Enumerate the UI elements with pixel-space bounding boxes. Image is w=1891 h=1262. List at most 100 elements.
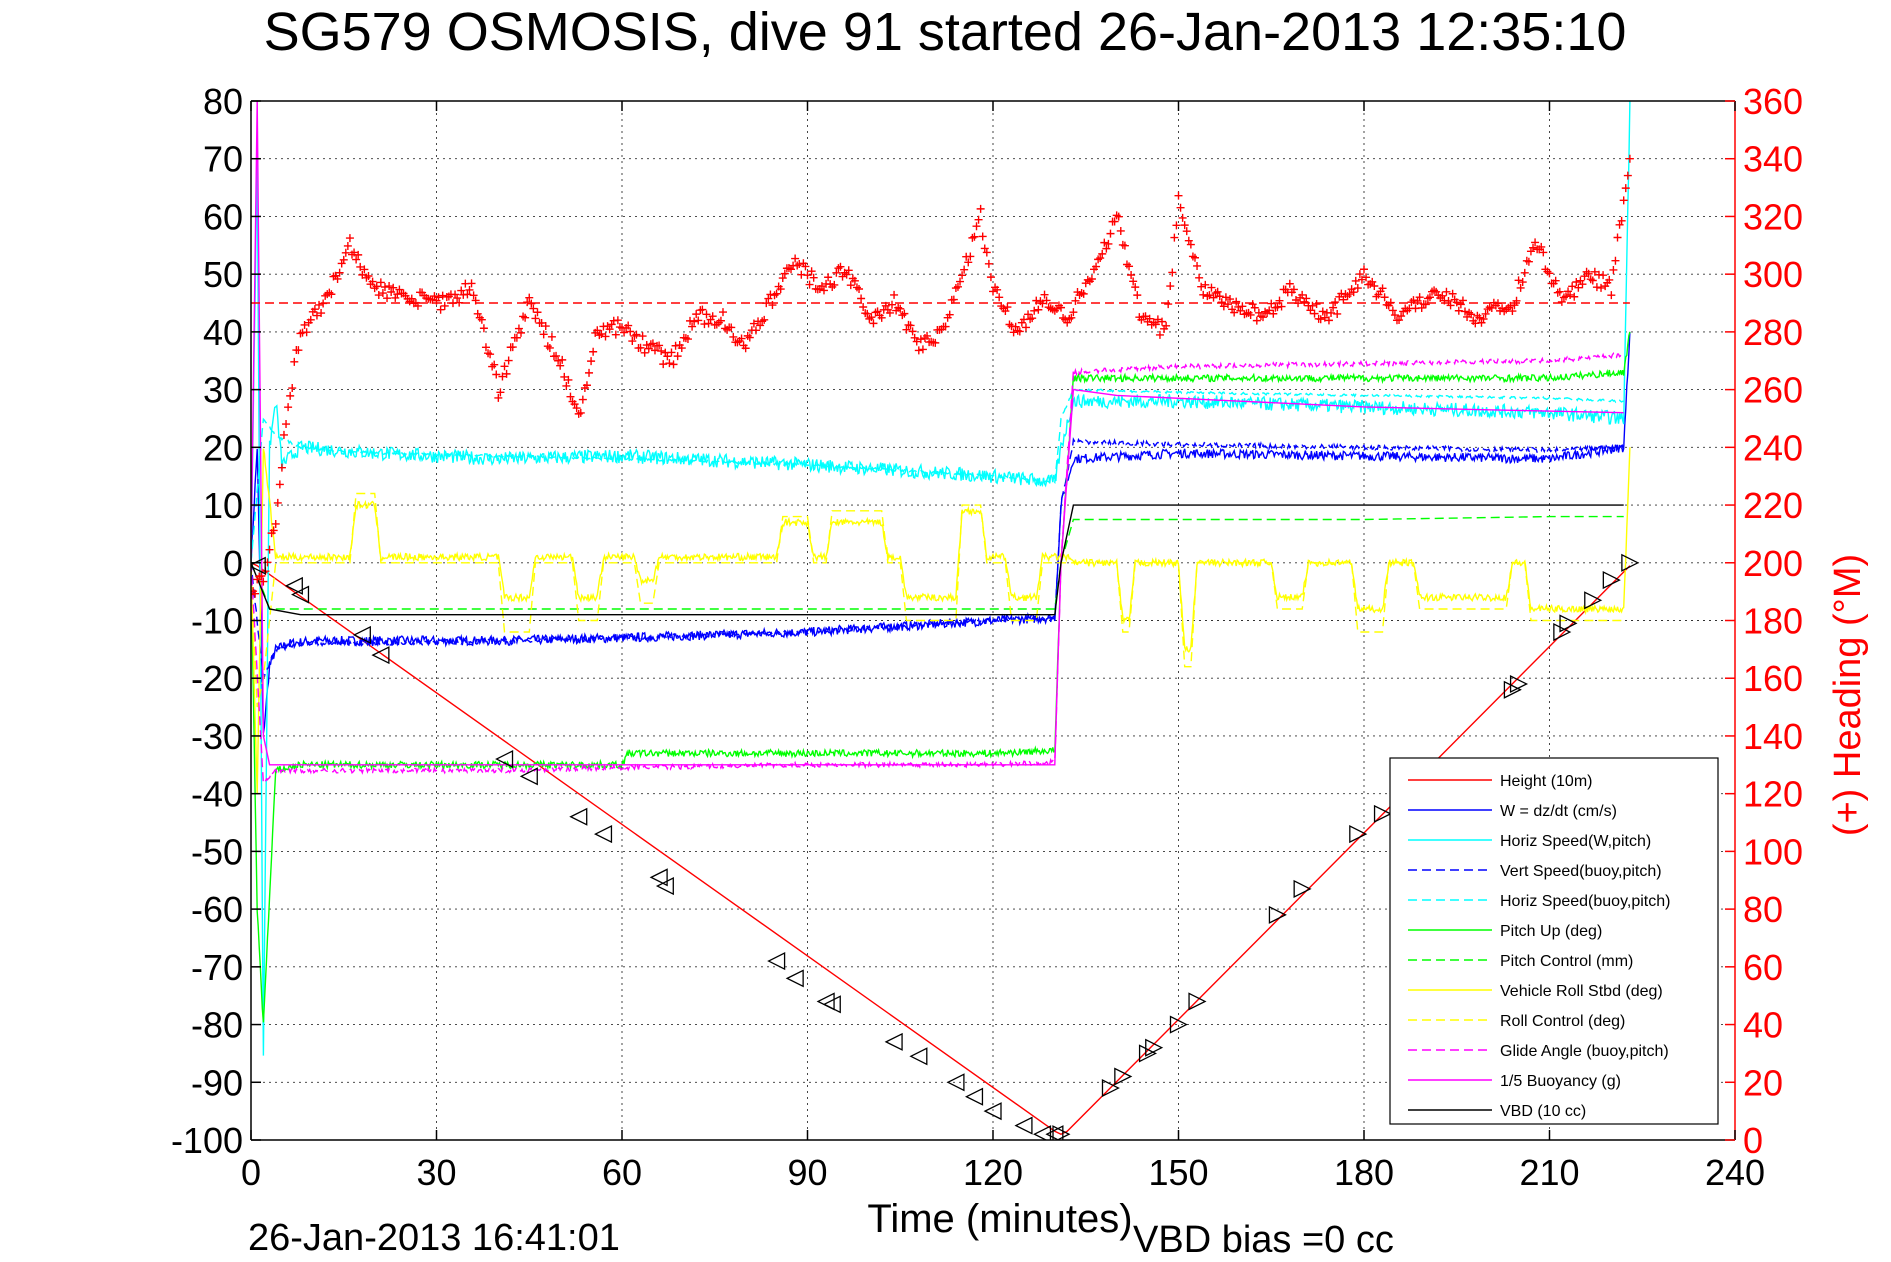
right-y-tick-label: 360 [1743,81,1803,122]
series-heading-point [817,282,826,291]
ascent-marker [1101,1078,1120,1098]
series-heading-point [885,308,894,317]
series-heading-point [380,283,389,292]
series-heading-point [271,519,280,528]
series-heading-point [1176,203,1185,212]
x-axis-label: Time (minutes) [867,1197,1132,1241]
series-heading-point [1250,303,1259,312]
series-heading-point [1217,298,1226,307]
series-heading-point [1098,249,1107,258]
series-heading-point [745,333,754,342]
series-heading-point [1518,278,1527,287]
series-heading-point [335,268,344,277]
series-heading-point [830,280,839,289]
series-heading-point [605,325,614,334]
series-heading-point [914,346,923,355]
series-heading-point [1529,243,1538,252]
series-heading-point [888,300,897,309]
legend-entry-label: W = dz/dt (cm/s) [1500,803,1617,820]
series-heading-point [1520,268,1529,277]
series-heading-point [259,577,268,586]
series-heading-point [372,282,381,291]
series-heading-point [1096,254,1105,263]
x-tick-label: 210 [1519,1152,1579,1193]
ascent-marker [1349,825,1368,844]
series-heading-point [558,355,567,364]
series-heading-point [1277,302,1286,311]
descent-marker [884,1032,903,1051]
series-heading-point [529,304,538,313]
series-heading-point [1238,302,1247,311]
series-heading-point [1158,317,1167,326]
series-heading-point [282,420,291,429]
series-heading-point [1100,238,1109,247]
series-heading-point [279,430,288,439]
series-heading-point [980,244,989,253]
series-heading-point [1114,212,1123,221]
series-heading-point [481,343,490,352]
y-tick-label: 30 [203,370,243,411]
y-tick-label: 50 [203,254,243,295]
series-heading-point [1153,315,1162,324]
series-heading-point [1609,265,1618,274]
series-heading-point [1120,241,1129,250]
series-heading-point [1223,300,1232,309]
series-heading-point [776,285,785,294]
series-heading-point [984,259,993,268]
series-heading-point [727,323,736,332]
series-heading-point [463,290,472,299]
series-heading-point [708,312,717,321]
dive-markers [251,553,1640,1140]
series-heading-point [457,286,466,295]
right-y-tick-label: 40 [1743,1005,1783,1046]
series-heading-point [683,335,692,344]
descent-marker [983,1102,1002,1121]
series-heading-point [1193,261,1202,270]
series-heading-point [1425,293,1434,302]
y-tick-label: 40 [203,312,243,353]
series-heading-point [692,310,701,319]
series-heading-point [1566,290,1575,299]
series-heading-point [469,291,478,300]
series-heading-point [1370,281,1379,290]
series-heading-point [1592,283,1601,292]
series-heading-point [1021,323,1030,332]
series-heading-point [1516,283,1525,292]
series-heading-point [1030,306,1039,315]
series-heading [251,154,1634,599]
series-heading-point [1092,262,1101,271]
series-heading-point [1572,278,1581,287]
series-vehicle-roll-stbd-deg [251,447,1631,794]
series-heading-point [360,265,369,274]
descent-marker [1045,1125,1064,1140]
series-heading-point [1302,294,1311,303]
series-heading-point [1057,303,1066,312]
series-heading-point [1570,292,1579,301]
series-heading-point [378,289,387,298]
series-heading-point [1561,292,1570,301]
right-y-tick-label: 160 [1743,658,1803,699]
legend-entry-label: Height (10m) [1500,773,1592,790]
series-heading-point [993,285,1002,294]
series-heading-point [638,332,647,341]
legend-entry-label: Horiz Speed(W,pitch) [1500,833,1651,850]
series-heading-point [902,325,911,334]
ascent-marker [1145,1038,1164,1057]
series-horiz-speed-w-pitch [251,101,1631,1056]
right-y-tick-label: 20 [1743,1062,1783,1103]
series-heading-point [286,391,295,400]
series-heading-point [978,232,987,241]
series-heading-point [644,344,653,353]
series-heading-point [339,255,348,264]
series-heading-point [953,282,962,291]
series-heading-point [554,356,563,365]
series-heading-point [1079,289,1088,298]
series-heading-point [694,316,703,325]
series-heading-point [665,359,674,368]
y-tick-label: -40 [191,774,243,815]
series-heading-point [523,298,532,307]
series-heading-point [964,258,973,267]
series-heading-point [1613,233,1622,242]
series-heading-point [900,309,909,318]
chart-title: SG579 OSMOSIS, dive 91 started 26-Jan-20… [264,2,1627,62]
